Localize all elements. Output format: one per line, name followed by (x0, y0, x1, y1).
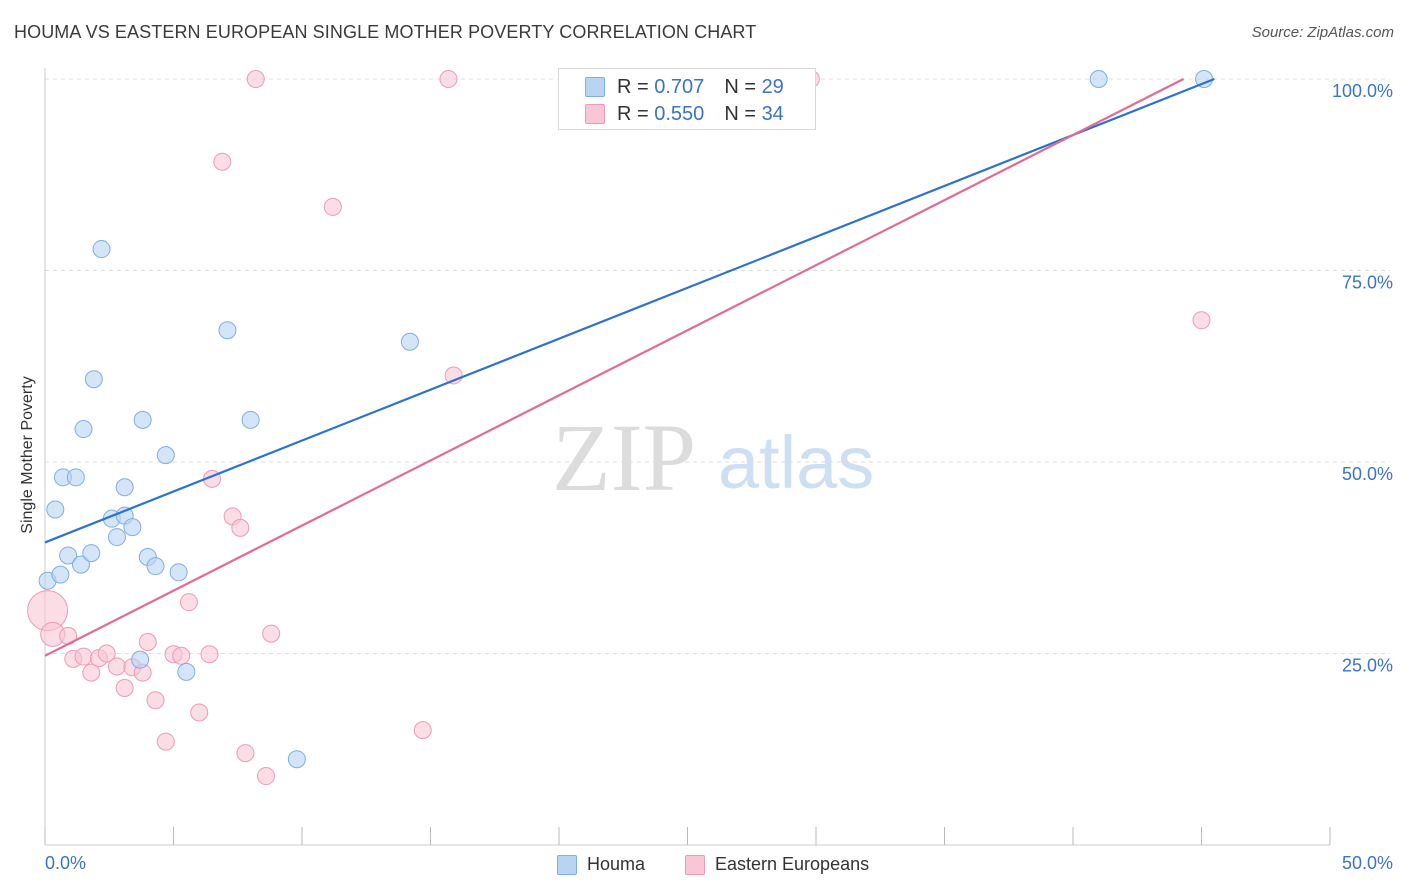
houma-point (66, 468, 85, 487)
data-points (27, 70, 1214, 786)
houma-point (115, 478, 134, 497)
houma-point (123, 518, 142, 537)
eastern-point (115, 678, 134, 697)
houma-trend-line (44, 77, 1215, 544)
houma-point (218, 321, 237, 340)
y-tick-label: 100.0% (1332, 81, 1393, 101)
houma-point (169, 563, 188, 582)
houma-point (156, 446, 175, 465)
eastern-point (246, 70, 265, 88)
eastern-swatch (585, 104, 605, 124)
eastern-point (179, 593, 198, 612)
houma-point (131, 650, 150, 669)
eastern-point (1192, 311, 1211, 330)
eastern-point (257, 767, 276, 786)
eastern-point (413, 721, 432, 740)
eastern-point (156, 732, 175, 751)
eastern-point (190, 703, 209, 722)
houma-point (84, 370, 103, 389)
source-label: Source: (1251, 24, 1304, 41)
eastern-legend-label: Eastern Europeans (715, 854, 870, 874)
eastern-trend-line (44, 78, 1185, 657)
eastern-point (172, 646, 191, 665)
axes (44, 68, 1331, 846)
houma-point (51, 565, 70, 584)
houma-point (107, 528, 126, 547)
series-legend: Houma Eastern Europeans (0, 852, 1406, 876)
y-tick-label: 50.0% (1342, 464, 1393, 484)
y-tick-label: 25.0% (1342, 656, 1393, 676)
eastern-point (138, 633, 157, 652)
houma-r-value: 0.707 (654, 75, 705, 98)
trend-lines (44, 77, 1215, 657)
tick-labels: 25.0% 50.0% 75.0% 100.0% 0.0% 50.0% (45, 81, 1393, 873)
houma-legend-label: Houma (587, 854, 646, 874)
houma-point (133, 410, 152, 429)
legend-row-houma: R = 0.707 N = 29 (585, 75, 784, 99)
houma-point (46, 500, 65, 519)
eastern-point (200, 645, 219, 664)
x-tick-label: 50.0% (1342, 853, 1393, 873)
houma-r-label: R = (617, 75, 649, 98)
houma-swatch (585, 77, 605, 97)
houma-point (241, 410, 260, 429)
y-tick-label: 75.0% (1342, 273, 1393, 293)
chart-title: HOUMA VS EASTERN EUROPEAN SINGLE MOTHER … (14, 22, 757, 42)
houma-legend-swatch (557, 854, 577, 875)
gridlines (45, 78, 1390, 654)
houma-n-value: 29 (761, 75, 784, 98)
eastern-point (439, 70, 458, 88)
correlation-legend: R = 0.707 N = 29 R = 0.550 N = 34 (558, 68, 816, 130)
legend-row-eastern: R = 0.550 N = 34 (585, 102, 784, 126)
watermark: ZIP atlas (552, 404, 874, 511)
eastern-point (231, 518, 250, 537)
eastern-point (213, 152, 232, 171)
x-tick-label: 0.0% (45, 853, 86, 873)
watermark-zip: ZIP (552, 404, 696, 511)
eastern-point (107, 657, 126, 676)
eastern-point (323, 197, 342, 216)
eastern-r-value: 0.550 (654, 102, 705, 125)
eastern-legend-swatch (685, 854, 705, 875)
houma-point (177, 662, 196, 681)
eastern-point (82, 663, 101, 682)
houma-point (92, 240, 111, 259)
houma-point (82, 544, 101, 563)
houma-point (71, 555, 90, 574)
houma-point (1089, 70, 1108, 88)
eastern-r-label: R = (617, 102, 649, 125)
eastern-n-value: 34 (761, 102, 784, 125)
eastern-point (236, 744, 255, 763)
eastern-point (97, 644, 116, 663)
source-attribution: Source: ZipAtlas.com (1252, 24, 1394, 41)
houma-point (146, 557, 165, 576)
eastern-n-label: N = (724, 102, 756, 125)
houma-point (287, 750, 306, 769)
y-axis-label: Single Mother Poverty (19, 376, 36, 534)
eastern-point (74, 647, 93, 666)
houma-n-label: N = (724, 75, 756, 98)
eastern-point (262, 624, 281, 643)
legend-item-houma[interactable]: Houma (557, 854, 645, 875)
houma-point (74, 420, 93, 439)
legend-item-eastern[interactable]: Eastern Europeans (685, 854, 869, 875)
eastern-point (146, 691, 165, 710)
houma-point (400, 332, 419, 351)
source-value[interactable]: ZipAtlas.com (1307, 24, 1394, 41)
houma-point (59, 546, 78, 565)
